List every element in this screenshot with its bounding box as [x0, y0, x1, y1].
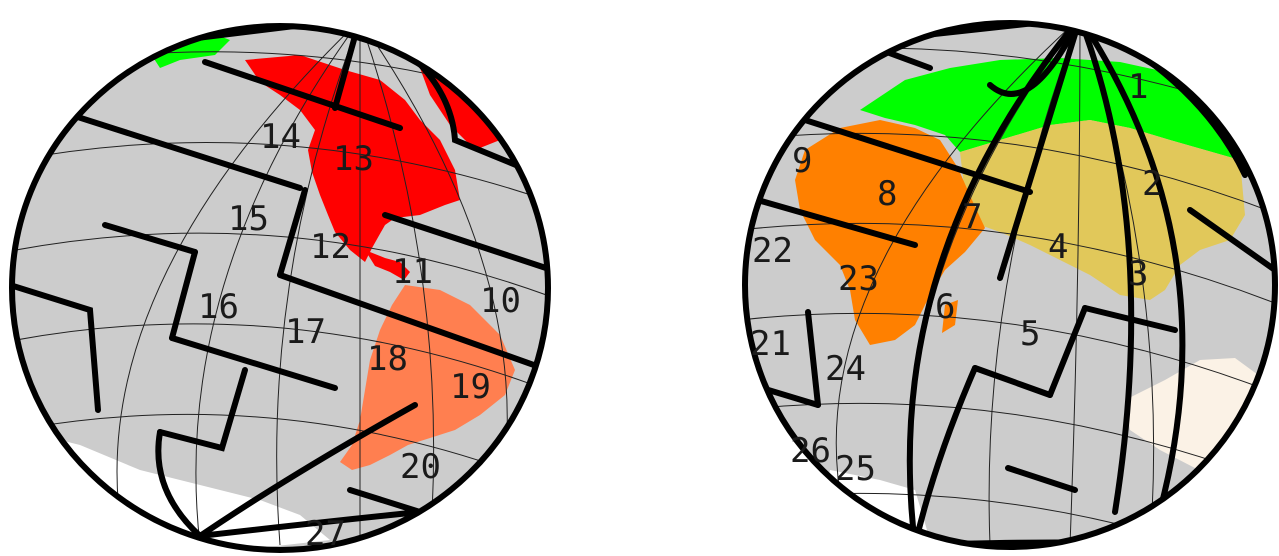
- central-america: [365, 250, 410, 280]
- zone-label: 15: [228, 199, 269, 239]
- madagascar: [942, 300, 958, 333]
- zone-label: 10: [480, 281, 521, 321]
- africa: [795, 120, 985, 345]
- zone-label: 2: [1142, 164, 1162, 204]
- zone-label: 5: [1020, 314, 1040, 354]
- zone-label: 9: [792, 141, 812, 181]
- north-america: [245, 55, 460, 262]
- zone-label: 26: [790, 431, 831, 471]
- zone-label: 24: [825, 349, 866, 389]
- west-zone-labels: 10 11 12 13 14 15 16 17 18 19 20 27: [198, 117, 521, 554]
- zone-label: 23: [838, 259, 879, 299]
- zone-label: 16: [198, 287, 239, 327]
- east-rim: [742, 20, 1278, 550]
- zone-label: 4: [1048, 227, 1068, 267]
- zone-label: 17: [285, 312, 326, 352]
- eastern-globe: 1 2 3 4 5 6 7 8 9 21 22 23 24 25 26: [742, 20, 1278, 550]
- zone-label: 3: [1128, 254, 1148, 294]
- zone-label: 20: [400, 447, 441, 487]
- zone-label: 21: [750, 324, 791, 364]
- zone-label: 14: [260, 117, 301, 157]
- zone-label: 27: [305, 514, 346, 554]
- zone-label: 18: [367, 339, 408, 379]
- zone-label: 1: [1128, 67, 1148, 107]
- west-zone-boundaries: [12, 26, 548, 539]
- western-globe: 10 11 12 13 14 15 16 17 18 19 20 27: [9, 23, 551, 554]
- zone-label: 22: [752, 231, 793, 271]
- zone-label: 25: [835, 449, 876, 489]
- west-rim: [9, 23, 551, 553]
- zone-label: 6: [935, 287, 955, 327]
- zone-label: 11: [392, 252, 433, 292]
- zone-label: 7: [962, 197, 982, 237]
- east-zone-labels: 1 2 3 4 5 6 7 8 9 21 22 23 24 25 26: [750, 67, 1162, 489]
- zone-label: 8: [877, 174, 897, 214]
- zone-label: 12: [310, 227, 351, 267]
- zone-label: 19: [450, 367, 491, 407]
- zone-label: 13: [333, 139, 374, 179]
